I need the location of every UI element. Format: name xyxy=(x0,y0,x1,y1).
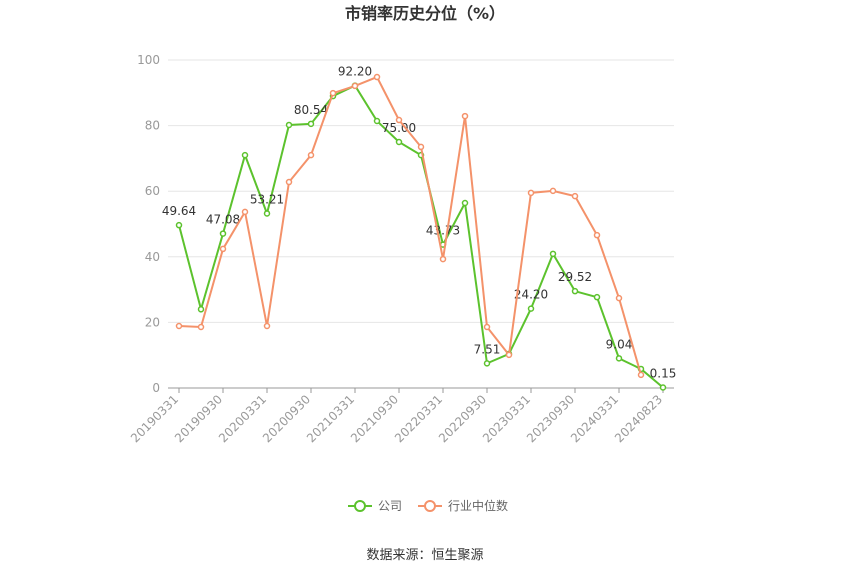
data-point xyxy=(505,351,513,359)
data-point xyxy=(197,306,205,313)
chart-title: 市销率历史分位（%） xyxy=(345,4,505,23)
data-point xyxy=(307,151,315,159)
data-label: 9.04 xyxy=(606,337,633,351)
data-point xyxy=(527,189,535,197)
series-line xyxy=(178,84,664,389)
y-tick-label: 80 xyxy=(145,119,160,133)
data-label: 47.08 xyxy=(206,213,240,227)
data-point xyxy=(549,250,557,258)
y-tick-label: 60 xyxy=(145,184,160,198)
data-point xyxy=(615,294,623,302)
data-point xyxy=(637,371,645,379)
y-tick-label: 0 xyxy=(152,381,160,395)
x-tick-label: 20240823 xyxy=(612,392,665,445)
y-tick-label: 40 xyxy=(145,250,160,264)
legend-marker xyxy=(424,500,436,512)
data-label: 92.20 xyxy=(338,65,372,79)
data-point xyxy=(549,187,557,195)
data-point xyxy=(461,112,469,120)
data-point xyxy=(373,73,381,81)
data-point xyxy=(571,287,579,295)
data-label: 43.73 xyxy=(426,224,460,238)
data-point xyxy=(285,121,293,129)
data-point xyxy=(197,323,205,331)
data-point xyxy=(571,192,579,200)
data-label: 29.52 xyxy=(558,270,592,284)
data-point xyxy=(175,322,183,330)
data-label: 7.51 xyxy=(474,342,501,356)
data-point xyxy=(527,305,535,312)
y-tick-label: 100 xyxy=(137,53,160,67)
data-point xyxy=(395,138,403,146)
data-point xyxy=(439,255,447,263)
data-point xyxy=(593,231,601,239)
data-label: 0.15 xyxy=(650,367,677,381)
data-label: 24.20 xyxy=(514,288,548,302)
data-point xyxy=(241,208,249,216)
data-point xyxy=(329,89,337,97)
data-label: 49.64 xyxy=(162,204,196,218)
series-line xyxy=(178,75,642,376)
data-label: 80.54 xyxy=(294,103,328,117)
data-point xyxy=(659,384,667,391)
data-point xyxy=(263,210,271,217)
data-point xyxy=(417,143,425,151)
legend-marker xyxy=(354,500,366,512)
data-point xyxy=(483,323,491,331)
data-point xyxy=(351,82,359,90)
data-point xyxy=(175,221,183,229)
legend-label: 公司 xyxy=(378,499,402,513)
data-point xyxy=(241,151,249,159)
legend-label: 行业中位数 xyxy=(448,498,508,513)
data-point xyxy=(395,116,403,124)
data-point xyxy=(615,355,623,362)
data-label: 53.21 xyxy=(250,192,284,206)
data-point xyxy=(373,117,381,125)
data-point xyxy=(285,178,293,186)
data-point xyxy=(219,245,227,253)
data-point xyxy=(307,120,315,128)
data-point xyxy=(483,360,491,367)
y-tick-label: 20 xyxy=(145,315,160,329)
data-point xyxy=(461,199,469,207)
data-point xyxy=(219,230,227,237)
data-point xyxy=(263,322,271,330)
data-point xyxy=(593,293,601,301)
source-note: 数据来源：恒生聚源 xyxy=(366,548,483,563)
